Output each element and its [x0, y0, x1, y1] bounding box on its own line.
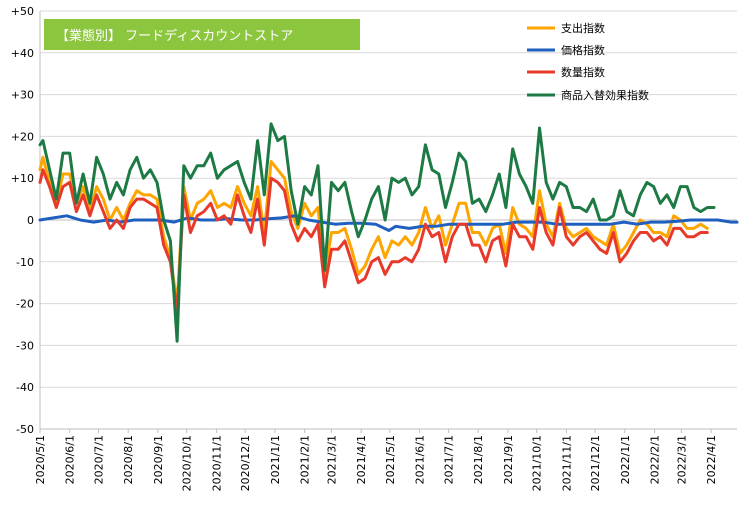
chart-title-box — [44, 19, 360, 50]
legend-label-quantity: 数量指数 — [561, 65, 605, 79]
x-tick-label: 2021/12/1 — [589, 435, 602, 491]
x-axis-tick-labels: 2020/5/1 2020/6/1 2020/7/1 2020/8/1 2020/9/1… — [34, 435, 718, 491]
x-tick-label: 2020/5/1 — [34, 435, 47, 484]
x-tick-label: 2021/9/1 — [502, 435, 515, 484]
x-tick-label: 2020/10/1 — [181, 435, 194, 491]
legend: 支出指数 価格指数 数量指数 商品入替効果指数 — [527, 21, 649, 102]
x-tick-label: 2021/8/1 — [472, 435, 485, 484]
x-axis-ticks — [39, 429, 712, 433]
x-tick-label: 2021/11/1 — [560, 435, 573, 491]
x-tick-label: 2022/3/1 — [675, 435, 688, 484]
y-tick-label: +30 — [11, 89, 34, 102]
x-tick-label: 2021/10/1 — [531, 435, 544, 491]
series-lines — [38, 122, 739, 343]
chart-title: 【業態別】 フードディスカウントストア — [56, 28, 293, 44]
x-tick-label: 2022/2/1 — [649, 435, 662, 484]
x-tick-label: 2021/5/1 — [384, 435, 397, 484]
x-tick-label: 2020/11/1 — [210, 435, 223, 491]
y-tick-label: -50 — [16, 423, 34, 436]
y-tick-label: +20 — [11, 130, 34, 143]
y-tick-label: +10 — [11, 172, 34, 185]
x-tick-label: 2021/2/1 — [299, 435, 312, 484]
x-tick-label: 2020/7/1 — [92, 435, 105, 484]
y-tick-label: -20 — [16, 298, 34, 311]
x-tick-label: 2021/7/1 — [442, 435, 455, 484]
series-line-1 — [38, 214, 739, 232]
x-tick-label: 2020/9/1 — [152, 435, 165, 484]
x-tick-label: 2021/6/1 — [414, 435, 427, 484]
x-tick-label: 2022/4/1 — [705, 435, 718, 484]
x-tick-label: 2020/6/1 — [64, 435, 77, 484]
y-tick-label: -10 — [16, 256, 34, 269]
y-tick-label: -40 — [16, 381, 34, 394]
legend-label-replacement: 商品入替効果指数 — [561, 88, 649, 102]
y-tick-label: 0 — [27, 214, 34, 227]
legend-label-spending: 支出指数 — [561, 21, 605, 35]
y-tick-label: -30 — [16, 339, 34, 352]
legend-label-price: 価格指数 — [561, 43, 605, 57]
x-tick-label: 2020/12/1 — [239, 435, 252, 491]
x-tick-label: 2021/3/1 — [325, 435, 338, 484]
x-tick-label: 2021/1/1 — [269, 435, 282, 484]
y-tick-label: +40 — [11, 47, 34, 60]
series-line-3 — [38, 122, 716, 343]
series-line-0 — [38, 155, 709, 306]
y-axis-tick-labels: +50 +40 +30 +20 +10 0 -10 -20 -30 -40 -50 — [11, 5, 34, 436]
y-tick-label: +50 — [11, 5, 34, 18]
x-tick-label: 2020/8/1 — [122, 435, 135, 484]
x-tick-label: 2022/1/1 — [619, 435, 632, 484]
x-tick-label: 2021/4/1 — [355, 435, 368, 484]
series-line-2 — [38, 168, 709, 314]
